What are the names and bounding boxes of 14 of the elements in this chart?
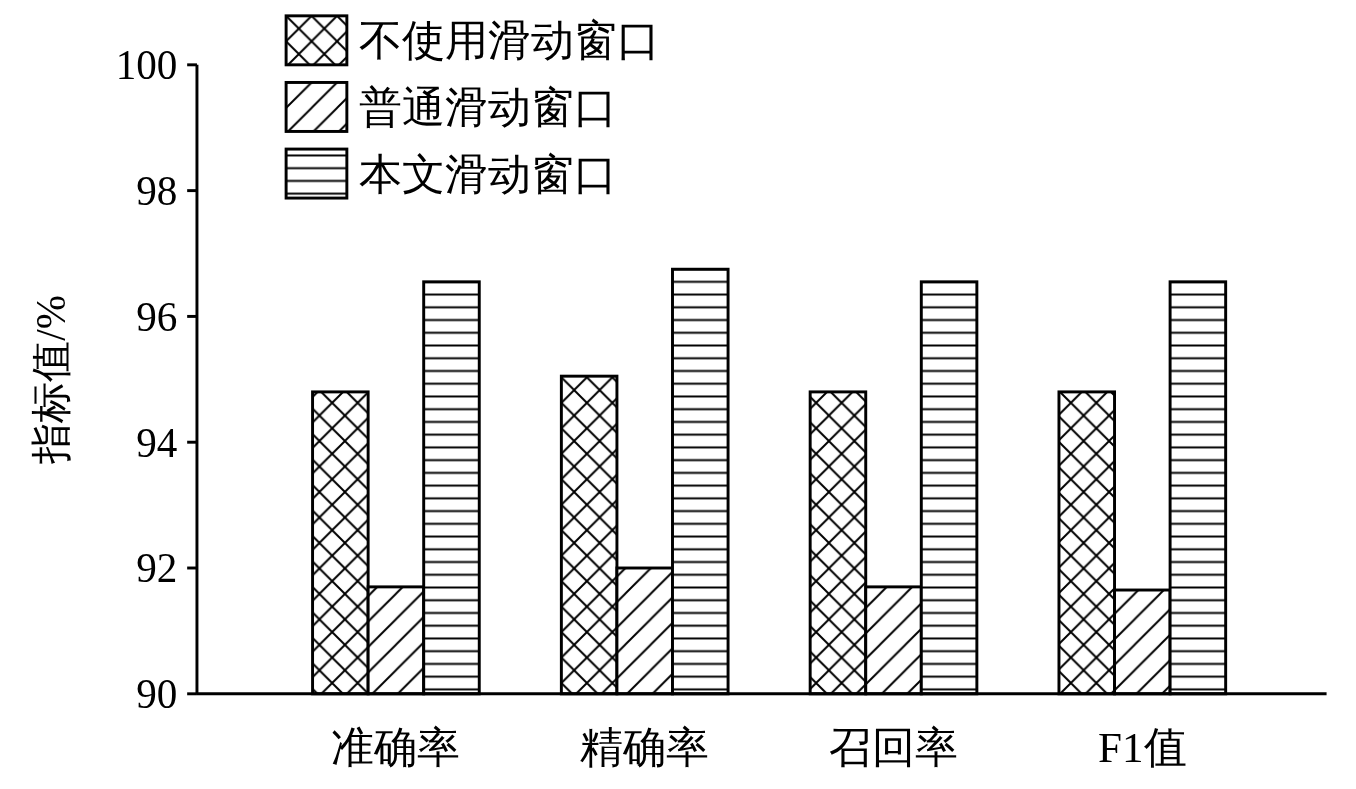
- y-tick-label: 94: [136, 419, 178, 466]
- y-tick-label: 90: [136, 671, 178, 718]
- legend-label: 本文滑动窗口: [358, 150, 617, 198]
- x-tick-label: 准确率: [331, 724, 461, 772]
- x-tick-label: 精确率: [580, 724, 710, 772]
- x-tick-label: 召回率: [829, 724, 959, 772]
- y-axis-title: 指标值/%: [27, 294, 74, 465]
- x-tick-label: F1值: [1098, 724, 1187, 772]
- y-tick-label: 98: [136, 168, 178, 215]
- y-tick-label: 100: [115, 42, 178, 89]
- y-tick-label: 92: [136, 545, 178, 592]
- legend-label: 普通滑动窗口: [358, 84, 617, 132]
- y-tick-label: 96: [136, 293, 178, 340]
- legend-label: 不使用滑动窗口: [358, 17, 660, 65]
